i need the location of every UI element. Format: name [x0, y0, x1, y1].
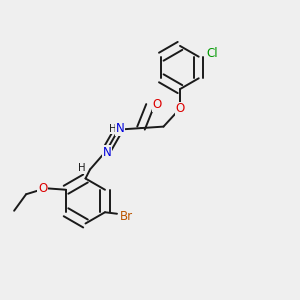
Text: H: H	[109, 124, 116, 134]
Text: N: N	[103, 146, 112, 159]
Text: Cl: Cl	[206, 47, 218, 60]
Text: O: O	[176, 102, 184, 115]
Text: H: H	[78, 163, 85, 173]
Text: O: O	[38, 182, 47, 195]
Text: Br: Br	[119, 210, 133, 223]
Text: N: N	[116, 122, 124, 135]
Text: O: O	[153, 98, 162, 112]
